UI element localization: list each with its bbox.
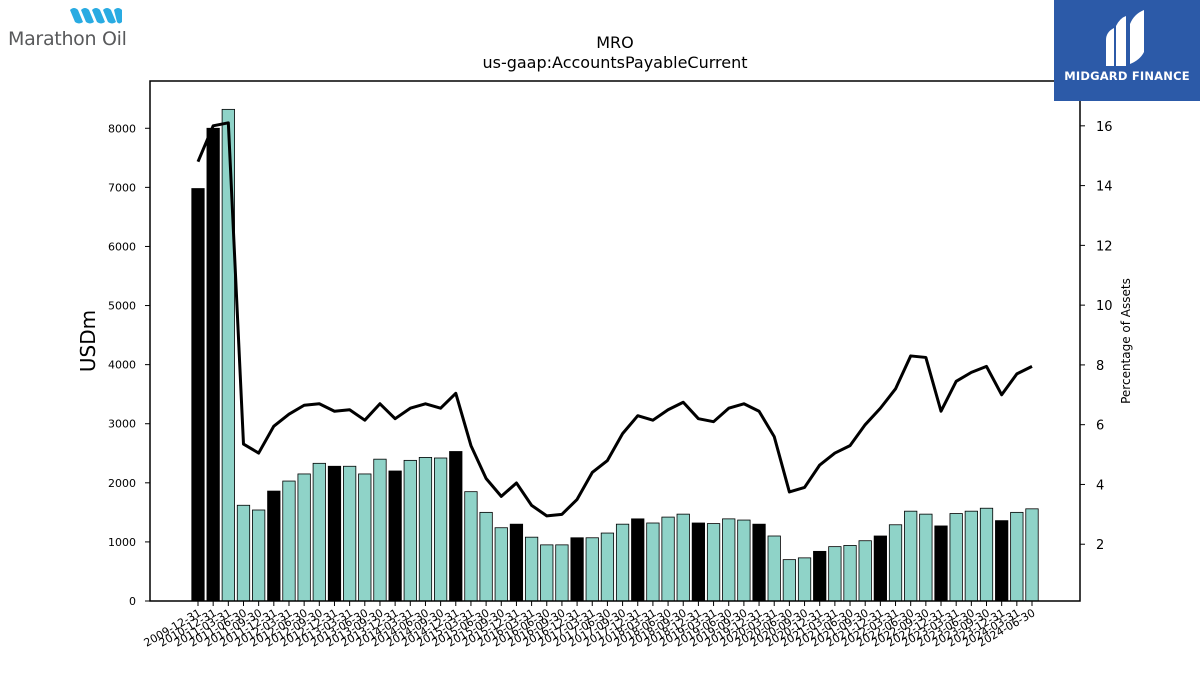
bar-2017-03-31 [585,537,599,602]
bar-2023-03-31 [949,513,963,602]
bar-2015-12-31 [509,523,524,602]
y2-tick-label: 16 [1096,120,1113,135]
bar-2009-12-31 [191,188,205,602]
y-tick-label: 1000 [108,536,136,549]
bar-2016-09-30 [555,544,569,602]
wave-emblem-icon [70,8,122,24]
bar-2012-03-31 [282,480,296,602]
y2-tick-label: 8 [1096,359,1104,374]
y-tick-label: 0 [129,595,136,608]
y2-tick-label: 12 [1096,239,1113,254]
bar-2018-03-31 [646,522,660,602]
y-tick-label: 8000 [108,122,136,135]
bar-2012-09-30 [312,462,326,602]
bar-2017-06-30 [600,532,615,602]
bar-2014-06-30 [418,457,433,602]
company-logo-text: Marathon Oil [8,28,127,50]
bar-2021-03-31 [828,546,842,602]
percentage-of-assets-line [196,121,1033,518]
chart-subtitle: us-gaap:AccountsPayableCurrent [482,53,747,72]
bar-2018-09-30 [676,513,690,602]
bar-2014-12-31 [449,451,463,602]
y2-tick-label: 14 [1096,180,1113,195]
bar-2016-03-31 [524,536,539,602]
bar-2023-06-30 [964,510,978,602]
bar-2012-12-31 [327,465,342,602]
bar-2018-06-30 [661,516,675,602]
bar-2022-03-31 [888,524,903,602]
bar-2023-09-30 [979,507,994,602]
bar-2020-03-31 [767,535,781,602]
plot-frame [149,80,1081,602]
bar-2019-06-30 [722,518,736,602]
bar-2011-06-30 [236,504,251,602]
bar-2020-12-31 [813,550,827,602]
y-axis-label: USDm [76,310,100,372]
bar-series [191,108,1039,602]
bar-2015-06-30 [479,511,493,602]
bar-2016-12-31 [570,537,584,602]
y2-tick-label: 2 [1096,538,1104,553]
bar-2019-12-31 [752,523,766,602]
y-tick-label: 6000 [108,240,136,253]
bar-2011-09-30 [252,509,266,602]
y2-tick-label: 6 [1096,419,1104,434]
line-series [196,121,1033,518]
bar-2020-09-30 [797,557,812,602]
bar-2012-06-30 [297,473,311,602]
bar-2014-09-30 [433,457,448,602]
marathon-oil-logo: Marathon Oil [8,6,153,52]
partner-logo-text: MIDGARD FINANCE [1064,69,1190,83]
x-axis: 2009-12-312010-12-312011-03-312011-06-30… [142,601,1038,650]
bar-2024-06-30 [1025,508,1039,602]
bar-2013-06-30 [358,473,372,602]
bar-2021-09-30 [858,540,872,602]
bar-2013-09-30 [373,458,387,602]
bar-2016-06-30 [540,544,554,602]
midgard-emblem-icon [1106,10,1144,66]
bar-2011-12-31 [267,490,281,602]
bar-2018-12-31 [691,522,706,602]
bar-2021-06-30 [843,545,857,602]
y-tick-label: 7000 [108,181,136,194]
bar-2015-09-30 [494,527,508,602]
y-tick-label: 3000 [108,418,136,431]
bar-2017-12-31 [631,518,645,602]
bar-2022-09-30 [919,513,933,602]
bar-2022-12-31 [934,525,948,602]
bar-2024-03-31 [1010,511,1024,602]
y2-tick-label: 10 [1096,299,1113,314]
y-tick-label: 2000 [108,477,136,490]
bar-2023-12-31 [995,520,1009,602]
y-tick-label: 4000 [108,359,136,372]
bar-2021-12-31 [873,535,887,602]
y-axis-right: 2 4 6 8 10 12 14 16 [1080,120,1113,553]
bar-2010-12-31 [206,127,220,602]
bar-2013-03-31 [343,465,357,602]
bar-2020-06-30 [782,559,796,602]
bar-2019-03-31 [706,523,721,602]
bar-2019-09-30 [737,519,751,602]
y-axis-left: 0 1000 2000 3000 4000 5000 6000 7000 8000 [108,122,150,608]
bar-2017-09-30 [615,523,630,602]
midgard-finance-logo: MIDGARD FINANCE [1054,0,1200,101]
chart-title: MRO [596,33,634,52]
bar-2022-06-30 [904,510,918,602]
y2-tick-label: 4 [1096,478,1104,493]
bar-2014-03-31 [403,459,417,602]
bar-2015-03-31 [464,491,478,602]
y-tick-label: 5000 [108,300,136,313]
y2-axis-label: Percentage of Assets [1119,278,1133,404]
bar-2013-12-31 [388,470,402,602]
